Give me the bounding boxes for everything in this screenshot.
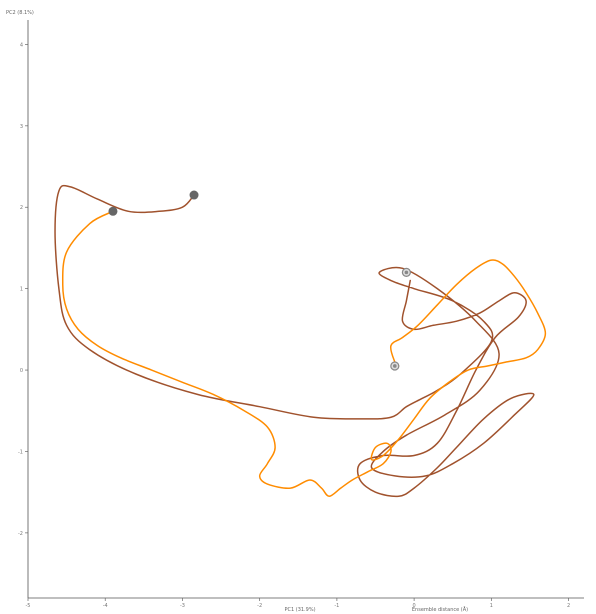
series-line-1 <box>54 184 535 498</box>
x-axis-title: PC1 (31.9%) <box>284 607 315 613</box>
y-tick-label: 2 <box>20 205 23 211</box>
startpoint-marker <box>189 190 199 200</box>
y-tick-label: 1 <box>20 287 23 293</box>
x-tick-label: -1 <box>334 603 339 609</box>
axes: -2 -1 0 1 2 3 4 -5 -4 -3 -2 -1 0 1 2 <box>18 20 584 609</box>
x-tick-label: -2 <box>257 603 262 609</box>
y-tick-label: -1 <box>18 449 23 455</box>
y-tick-label: 0 <box>20 368 23 374</box>
x-tick-label: 2 <box>567 603 570 609</box>
endpoint-marker-core <box>393 364 397 368</box>
x-tick-label: 0 <box>413 603 416 609</box>
series-line-2 <box>61 210 547 497</box>
y-axis-title: PC2 (8.1%) <box>6 10 34 16</box>
y-tick-label: 3 <box>20 124 23 130</box>
y-tick-label: 4 <box>20 42 23 48</box>
x-axis-secondary-title: Ensemble distance (Å) <box>412 606 468 613</box>
x-tick-label: -5 <box>26 603 31 609</box>
endpoint-marker-core <box>404 270 409 275</box>
series-layer <box>54 184 547 498</box>
y-tick-label: -2 <box>18 531 23 537</box>
x-tick-label: -3 <box>180 603 185 609</box>
startpoint-marker <box>108 206 118 216</box>
x-tick-label: 1 <box>490 603 493 609</box>
marker-layer <box>108 190 411 371</box>
x-tick-label: -4 <box>103 603 108 609</box>
